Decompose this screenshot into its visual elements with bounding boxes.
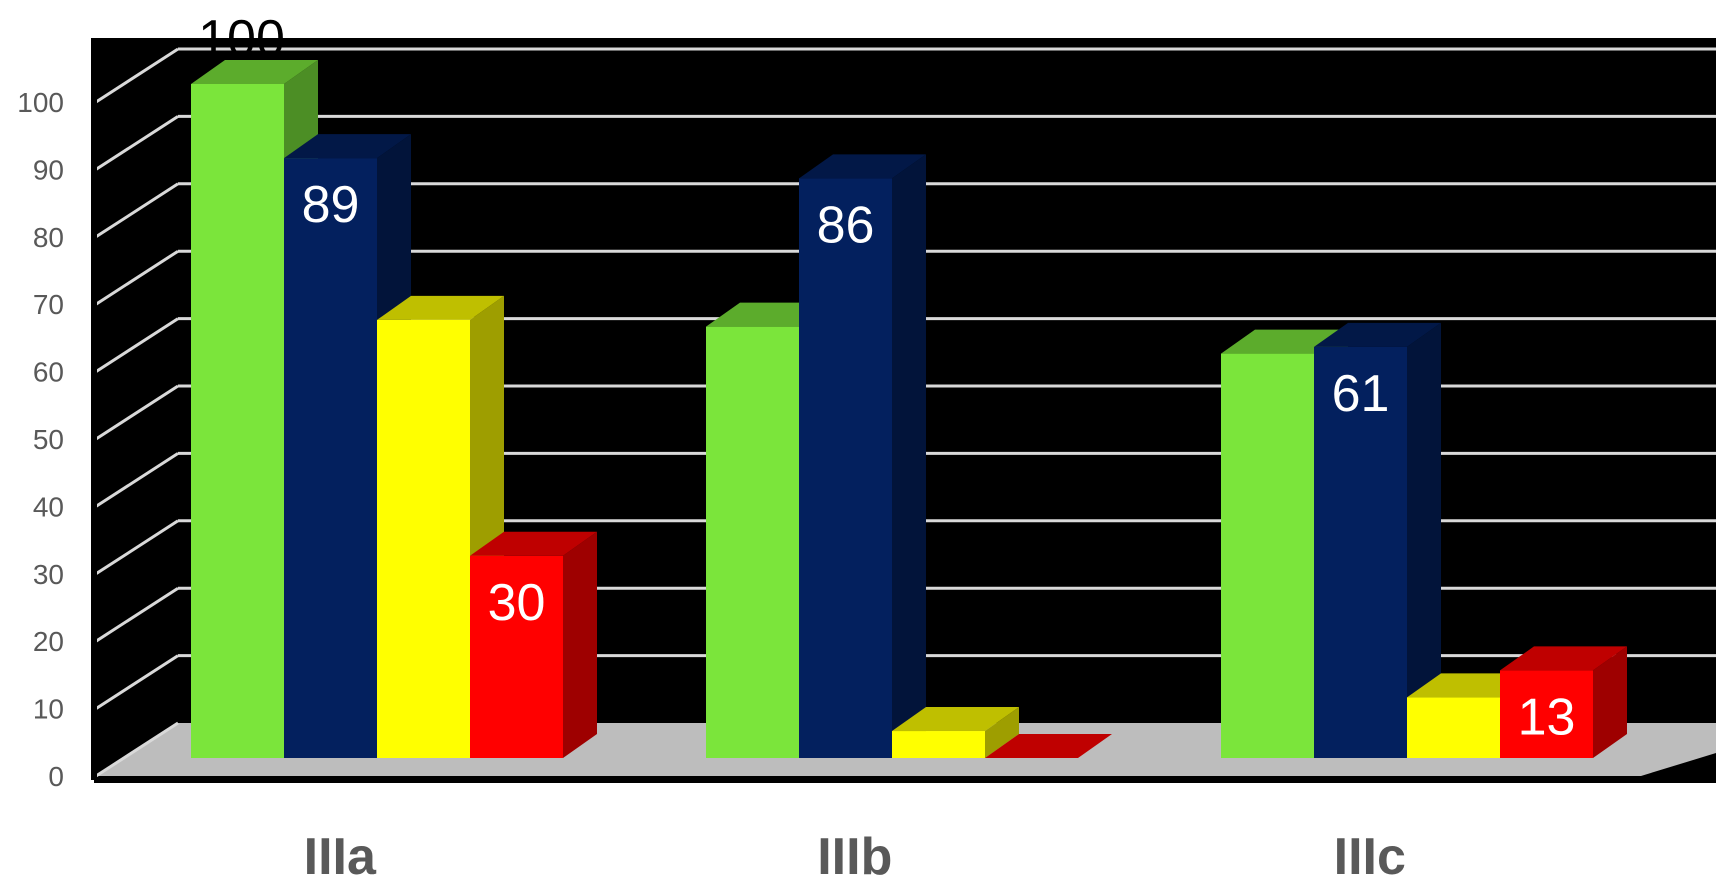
bar [1407,697,1500,758]
bar [892,731,985,758]
data-label: 30 [488,574,546,632]
x-axis: IIIa IIIb IIIc [304,828,1406,882]
bar-top [1314,322,1441,347]
bar [1314,346,1407,758]
y-tick-label: 100 [17,87,64,118]
y-tick-label: 50 [33,424,64,455]
bar-top [284,134,411,159]
data-label: 13 [1518,688,1576,746]
gridline-side [95,654,179,710]
bar-top [470,531,597,556]
y-tick-label: 70 [33,289,64,320]
bar [1500,670,1593,758]
bar [470,555,563,758]
bar-side [892,154,926,759]
bar-side [1593,646,1627,758]
y-tick-label: 30 [33,559,64,590]
data-label: 100 [198,10,285,68]
data-labels: 100 89 86 61 30 13 [198,10,1575,746]
y-tick-label: 10 [33,694,64,725]
data-label: 86 [817,196,875,254]
bar-top [191,60,318,84]
bar-top [985,734,1112,758]
bar [1221,353,1314,758]
y-axis: 0 10 20 30 40 50 60 70 80 90 100 [17,38,1716,792]
y-tick-label: 60 [33,357,64,388]
bar-side [1407,322,1441,758]
bars [191,60,1627,759]
x-tick-label: IIIa [304,828,377,877]
gridline-side [95,115,179,171]
bar-side [563,531,597,758]
bar [284,158,377,758]
bar-top [377,295,504,320]
gridline-side [95,384,179,441]
gridline-side [95,586,179,643]
gridline-side [95,317,179,373]
bar-side [985,707,1019,758]
y-tick-label: 90 [33,154,64,185]
gridline-side [95,519,179,576]
y-tick-label: 20 [33,626,64,657]
gridline-side [95,249,179,306]
y-tick-label: 40 [33,491,64,522]
x-tick-label: IIIc [1334,828,1406,877]
bar-top [799,154,926,179]
bar [191,84,284,758]
y-tick-label: 80 [33,222,64,253]
gridline-side [95,452,179,508]
gridline-side [95,182,179,239]
bar [706,326,799,758]
bar-top [892,707,1019,732]
data-label: 89 [302,176,360,234]
gridline-side [95,721,179,778]
data-label: 61 [1332,365,1390,423]
bar [799,178,892,759]
x-tick-label: IIIb [817,828,892,877]
y-tick-label: 0 [48,761,64,792]
bar [377,319,470,758]
bar-top [1500,646,1627,671]
gridline-side [95,47,179,104]
